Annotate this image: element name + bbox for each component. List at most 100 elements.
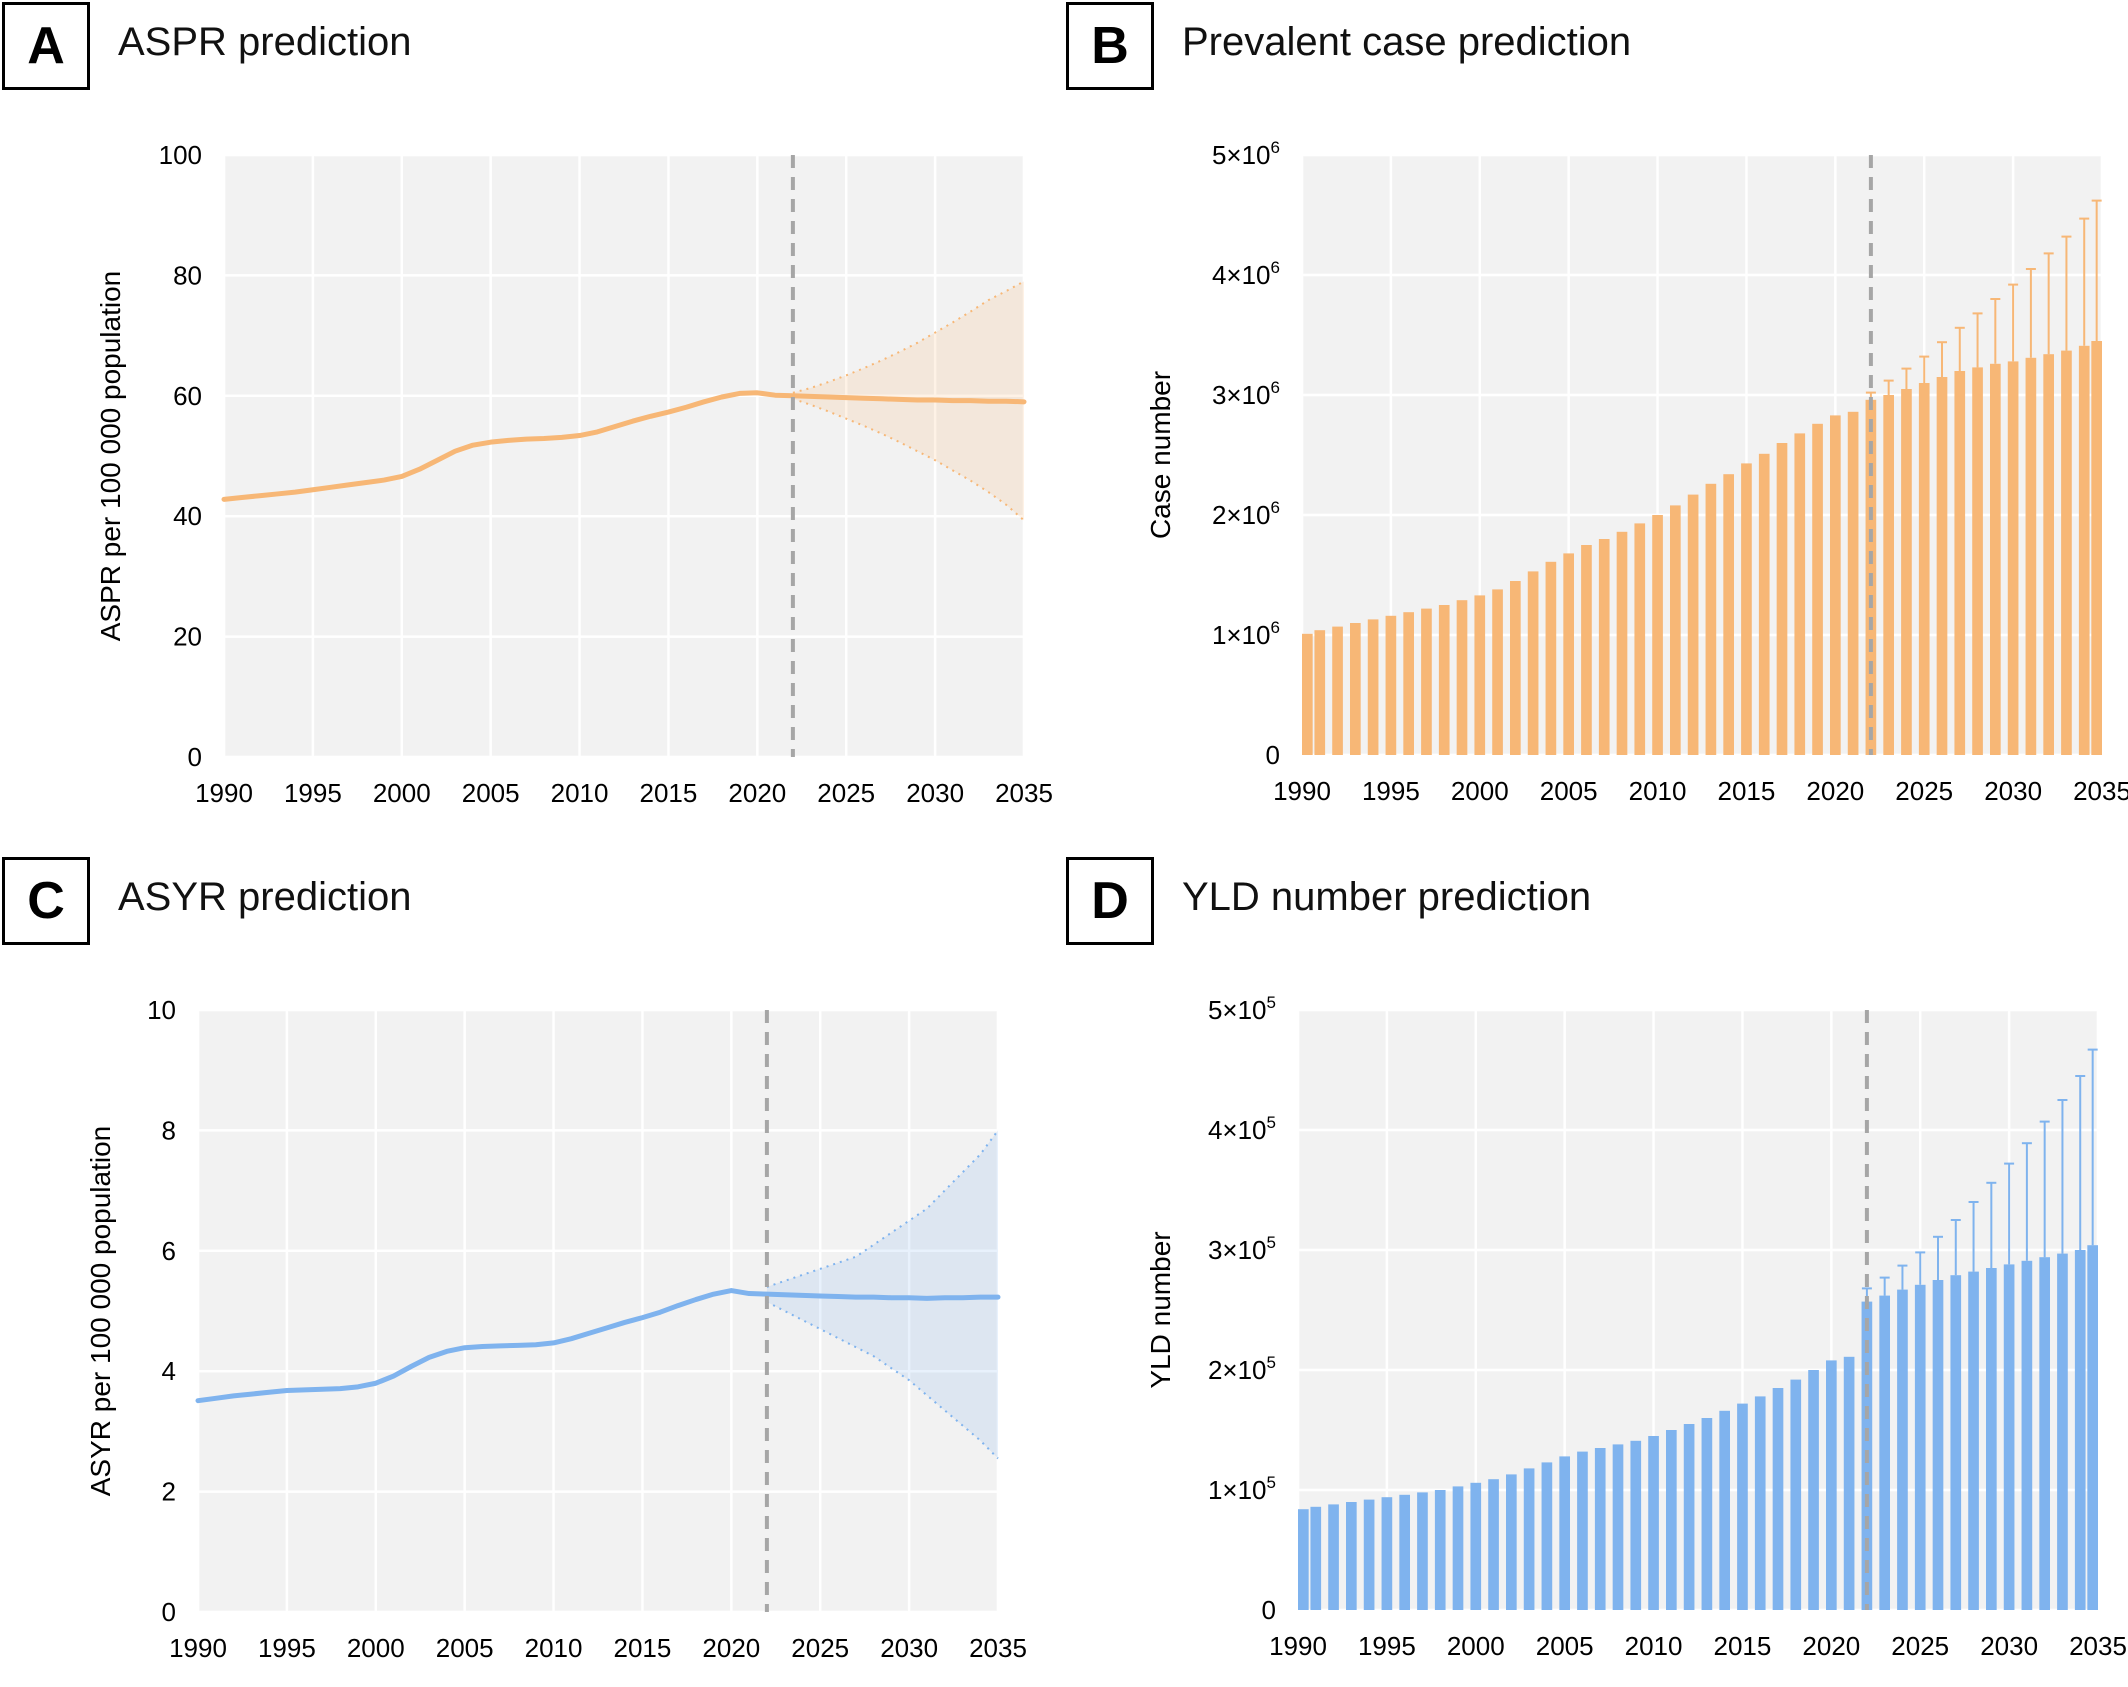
data-point [926, 1297, 928, 1299]
bar [1986, 1268, 1997, 1610]
data-point [588, 1332, 590, 1334]
x-tick-label: 2025 [1891, 1631, 1949, 1661]
y-tick-exponent: 6 [1271, 258, 1280, 277]
plot-background [1298, 1010, 2098, 1610]
panel-title-a: ASPR prediction [118, 20, 412, 64]
bar [1470, 1482, 1482, 1610]
y-tick-label: 3×106 [1212, 378, 1280, 410]
y-tick-exponent: 6 [1271, 618, 1280, 637]
y-tick-label: 5×106 [1212, 138, 1280, 170]
data-point [872, 1296, 874, 1298]
data-point [428, 1356, 430, 1358]
y-tick-label: 0 [188, 742, 202, 772]
bar [1385, 615, 1397, 755]
data-point [286, 1389, 288, 1391]
data-point [401, 475, 403, 477]
y-tick-label: 0 [162, 1597, 176, 1627]
data-point [774, 394, 776, 396]
bar [2025, 357, 2037, 755]
bar [1298, 1509, 1309, 1610]
panel-c: C ASYR prediction 0 2 4 6 8 10 1990 1995 2000 200… [0, 855, 1064, 1687]
x-tick-label: 2020 [728, 778, 786, 808]
bar [2021, 1260, 2033, 1610]
bar [2074, 1250, 2086, 1610]
bar [1510, 581, 1521, 755]
data-point [250, 1393, 252, 1395]
lower-bound-line [766, 1301, 999, 1460]
data-point [730, 1289, 732, 1291]
bar [1314, 630, 1326, 755]
y-tick-exponent: 5 [1267, 1233, 1276, 1252]
bar [1438, 605, 1450, 755]
bar [1741, 463, 1752, 755]
bar [1808, 1370, 1819, 1610]
bar [1523, 1468, 1535, 1610]
y-tick-label: 5×105 [1208, 993, 1276, 1025]
bar [1914, 1284, 1926, 1610]
x-tick-label: 2005 [1536, 1631, 1594, 1661]
asyr-line-chart: 0 2 4 6 8 10 1990 1995 2000 2005 2010 2015 2020 2025 2… [85, 995, 1027, 1663]
bar [1581, 545, 1592, 755]
prevalent-case-bar-chart: 0 1×106 2×106 3×106 4×106 5×106 1990 1995 2000 20… [1145, 138, 2128, 806]
x-tick-label: 2030 [880, 1633, 938, 1663]
x-tick-label: 2020 [702, 1633, 760, 1663]
data-point [863, 397, 865, 399]
data-point [535, 1344, 537, 1346]
bar [1705, 483, 1717, 755]
y-tick-label: 2×106 [1212, 498, 1280, 530]
data-point [347, 484, 349, 486]
x-tick-label: 2030 [1980, 1631, 2038, 1661]
bar [1598, 539, 1610, 755]
data-point [507, 439, 509, 441]
bar [1577, 1451, 1588, 1610]
bar [1737, 1403, 1748, 1610]
data-point [570, 1337, 572, 1339]
panel-title-b: Prevalent case prediction [1182, 20, 1632, 64]
data-point [943, 1297, 945, 1299]
bar [1901, 389, 1912, 755]
bar [1403, 612, 1414, 755]
data-point [632, 420, 634, 422]
bar [1328, 1504, 1339, 1610]
y-axis-label: ASYR per 100 000 population [85, 1126, 116, 1497]
bar [1772, 1388, 1784, 1610]
data-point [383, 479, 385, 481]
y-tick-label: 3×105 [1208, 1233, 1276, 1265]
bar [1417, 1492, 1428, 1610]
x-tick-label: 2015 [1718, 776, 1776, 806]
panel-letter-b: B [1066, 2, 1154, 90]
bar [1474, 595, 1486, 755]
upper-bound-line [766, 1129, 999, 1288]
bar [1670, 505, 1681, 755]
data-point [738, 392, 740, 394]
data-point [1005, 400, 1007, 402]
data-point [766, 1293, 768, 1295]
y-tick-label: 2 [162, 1477, 176, 1507]
data-point [695, 1298, 697, 1300]
bar [1452, 1486, 1464, 1610]
y-tick-label: 100 [159, 140, 202, 170]
bar [1776, 443, 1788, 755]
bar [1879, 1295, 1890, 1610]
bar [1456, 600, 1468, 755]
x-tick-label: 2005 [462, 778, 520, 808]
data-point [454, 450, 456, 452]
bar [1541, 1462, 1553, 1610]
data-point [659, 1311, 661, 1313]
x-tick-label: 1995 [1358, 1631, 1416, 1661]
bar [1847, 411, 1859, 755]
bar [1652, 515, 1663, 755]
bar [1363, 1499, 1375, 1610]
data-point [339, 1387, 341, 1389]
bar [2039, 1257, 2050, 1610]
x-tick-label: 1995 [258, 1633, 316, 1663]
y-axis-label: YLD number [1145, 1231, 1176, 1388]
bar [1754, 1396, 1766, 1610]
bar [1545, 561, 1557, 755]
x-tick-label: 2005 [436, 1633, 494, 1663]
data-point [898, 398, 900, 400]
data-point [641, 1316, 643, 1318]
bar [1594, 1448, 1606, 1610]
data-point [517, 1344, 519, 1346]
y-tick-label: 4×105 [1208, 1113, 1276, 1145]
